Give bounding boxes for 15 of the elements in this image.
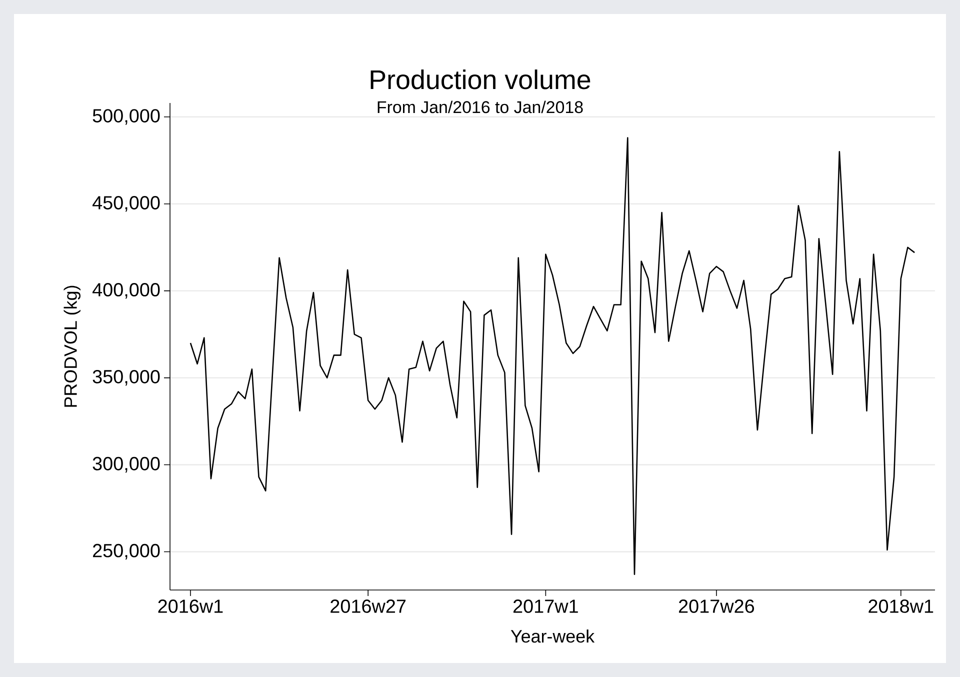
- y-tick-label: 250,000: [93, 544, 160, 560]
- x-tick-label: 2018w1: [868, 600, 934, 613]
- y-tick-label: 350,000: [92, 370, 160, 386]
- chart-title: Production volume: [370, 69, 590, 90]
- y-tick-label: 500,000: [92, 109, 160, 125]
- y-axis-title: PRODVOL (kg): [64, 286, 80, 407]
- x-tick-label: 2017w1: [513, 600, 578, 613]
- y-tick-label: 450,000: [92, 196, 160, 212]
- x-tick-label: 2017w26: [678, 600, 754, 613]
- y-tick-label: 300,000: [92, 456, 160, 473]
- chart-subtitle: From Jan/2016 to Jan/2018: [378, 100, 583, 114]
- y-tick-label: 400,000: [92, 283, 160, 299]
- x-axis-title: Year-week: [510, 630, 595, 643]
- x-tick-label: 2016w27: [330, 600, 406, 613]
- x-tick-label: 2016w1: [158, 600, 223, 613]
